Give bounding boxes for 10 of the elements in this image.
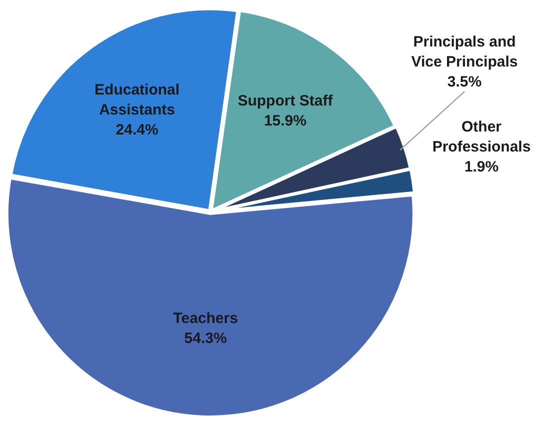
slice-label: Principals and Vice Principals: [411, 34, 518, 71]
data-label: 54.3%: [184, 330, 227, 348]
data-label: 3.5%: [447, 74, 482, 91]
slice-label: Teachers: [173, 310, 238, 328]
slice-label: Educational Assistants: [94, 82, 180, 119]
slice-label: Support Staff: [238, 92, 334, 110]
data-label: 24.4%: [116, 122, 158, 139]
data-label: 15.9%: [264, 112, 306, 130]
slice-label: Other Professionals: [432, 118, 531, 156]
data-label: 1.9%: [464, 158, 499, 176]
